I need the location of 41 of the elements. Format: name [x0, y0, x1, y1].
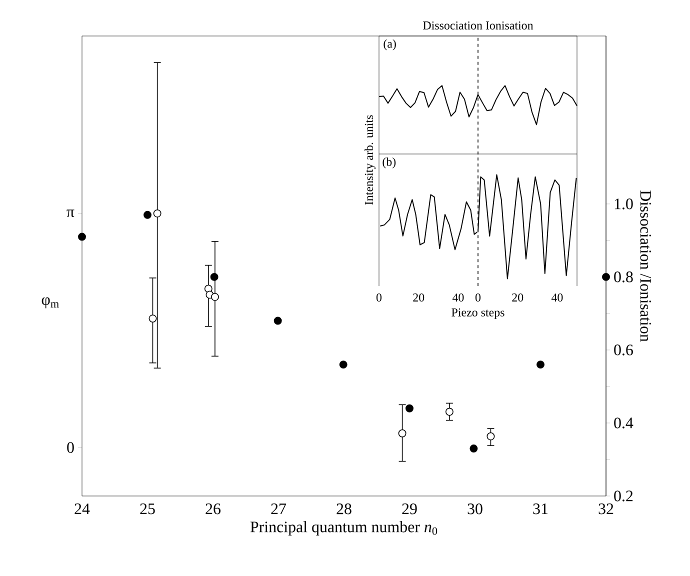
point	[144, 210, 152, 219]
annotation: (a)	[384, 39, 396, 50]
y2-tick-label: 0.4	[614, 418, 634, 428]
y2-tick-label: 0.2	[614, 490, 633, 502]
x-tick-label: 20	[512, 294, 524, 302]
x-tick-label: 25	[140, 504, 155, 514]
point	[398, 429, 406, 438]
x-tick-label: 32	[598, 504, 614, 514]
point	[274, 316, 282, 325]
y-tick-label: π	[66, 210, 74, 218]
annotation: (b)	[382, 158, 396, 168]
x-tick-label: 24	[74, 504, 90, 514]
x-tick-label: 40	[551, 294, 563, 302]
y-axis-title: φ$_{m}$	[42, 297, 59, 308]
x-tick-label: 0	[376, 294, 382, 302]
y2-tick-label: 0.6	[614, 344, 633, 356]
x-tick-label: 27	[271, 504, 286, 514]
point	[470, 444, 478, 453]
point	[536, 360, 544, 369]
y-axis-title: Intensity arb. units	[364, 115, 376, 205]
point	[339, 360, 348, 369]
x-tick-label: 31	[533, 504, 548, 514]
chart-title: Dissociation Ionisation	[423, 21, 534, 30]
point	[445, 408, 454, 416]
x-tick-label: 40	[452, 294, 464, 302]
y2-tick-label: 0.8	[614, 272, 633, 282]
point	[210, 292, 219, 301]
point	[153, 209, 162, 218]
x-tick-label: 26	[206, 504, 220, 514]
x-tick-label: 29	[402, 504, 417, 514]
y2-tick-label: 1.0	[614, 198, 633, 210]
x-axis-title: Principal quantum number n$_{0}$	[250, 521, 438, 536]
point	[406, 404, 414, 412]
x-tick-label: 28	[336, 504, 352, 514]
x-tick-label: 30	[468, 504, 482, 514]
x-axis-title: Piezo steps	[452, 308, 504, 319]
x-tick-label: 20	[413, 294, 424, 302]
point	[148, 314, 157, 323]
y2-axis-title: Dissociation /Ionisation	[640, 190, 651, 342]
x-tick-label: 0	[475, 294, 481, 302]
point	[486, 432, 495, 440]
